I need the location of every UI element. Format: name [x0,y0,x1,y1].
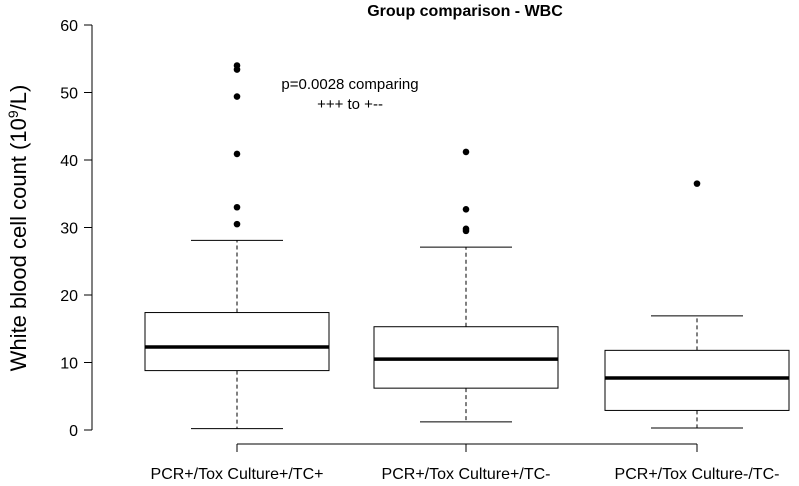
box-group [373,148,559,423]
y-tick-label: 50 [60,86,78,103]
box-iqr [144,312,330,372]
y-tick-label: 40 [60,153,78,170]
y-tick-label: 10 [60,356,78,373]
x-tick-label: PCR+/Tox Culture+/TC- [382,466,551,483]
p-value-annotation: p=0.0028 comparing +++ to +-- [281,76,418,113]
box-group [604,180,790,429]
x-tick-label: PCR+/Tox Culture-/TC- [615,466,780,483]
x-tick-label: PCR+/Tox Culture+/TC+ [151,466,324,483]
box-iqr [604,349,790,411]
annotation-line-1: p=0.0028 comparing [281,76,418,93]
y-axis: 0 10 20 30 40 50 60 [60,18,93,440]
outlier-point [462,148,470,156]
outlier-point [233,62,241,69]
outlier-point [233,203,241,211]
outlier-point [693,180,701,187]
box-group [144,62,330,430]
y-tick-label: 20 [60,288,78,305]
outlier-point [462,205,470,213]
outlier-point [233,150,241,158]
y-tick-label: 30 [60,221,78,238]
y-tick-label: 0 [69,423,78,440]
boxes [144,62,790,430]
outlier-point [233,93,241,100]
x-axis: PCR+/Tox Culture+/TC+ PCR+/Tox Culture+/T… [151,443,780,483]
y-axis-label: White blood cell count (109/L) [5,85,31,372]
outlier-point [233,220,241,228]
chart-title: Group comparison - WBC [367,3,563,20]
outlier-point [462,225,470,233]
annotation-line-2: +++ to +-- [317,96,383,113]
y-tick-label: 60 [60,18,78,35]
